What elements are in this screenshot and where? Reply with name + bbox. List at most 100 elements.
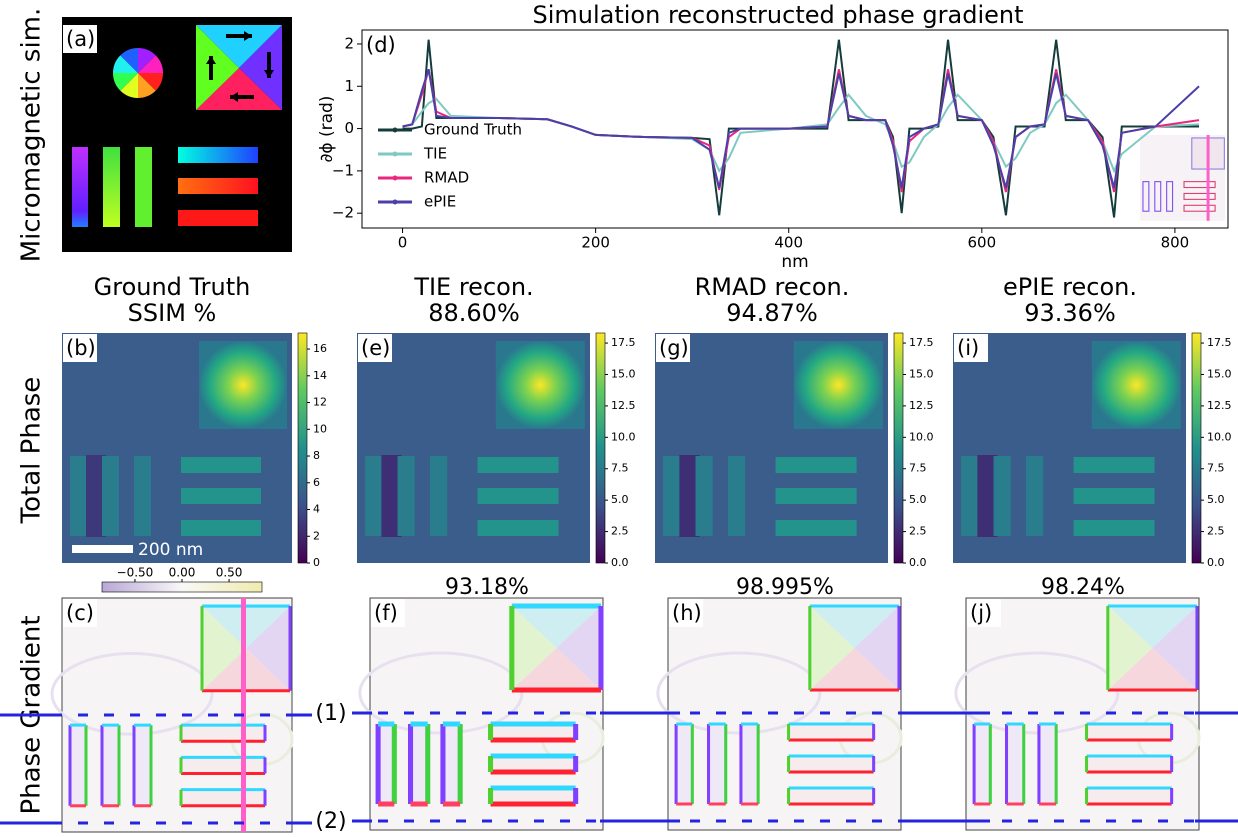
y-tick-label: 1 <box>344 77 354 95</box>
legend-marker <box>393 152 398 157</box>
colorbar-tick-label: 10.0 <box>909 430 934 443</box>
colorbar-tick-label: 2.5 <box>909 525 927 538</box>
chart-title: Simulation reconstructed phase gradient <box>532 1 1023 29</box>
colorbar-tick-label: 8 <box>313 449 320 462</box>
row-label: Micromagnetic sim. <box>17 8 47 263</box>
scale-bar-label: 200 nm <box>138 540 203 560</box>
square-element <box>496 341 585 429</box>
x-tick-label: 600 <box>967 234 996 252</box>
legend-label: ePIE <box>424 193 456 211</box>
bar <box>478 520 559 536</box>
y-tick-label: 2 <box>344 34 354 52</box>
bar <box>961 456 977 536</box>
colorbar-tick-label: 5.0 <box>611 493 629 506</box>
x-tick-label: 400 <box>774 234 803 252</box>
x-tick-label: 200 <box>581 234 610 252</box>
legend-marker <box>393 200 398 205</box>
bar <box>178 178 258 194</box>
colorbar-tick-label: 7.5 <box>1207 462 1225 475</box>
bar <box>676 724 692 804</box>
column-title: ePIE recon. <box>1003 273 1137 301</box>
colorbar <box>298 333 307 563</box>
inset-cut <box>1207 135 1210 221</box>
bar <box>134 456 151 536</box>
bar <box>181 725 265 741</box>
bar <box>398 456 415 536</box>
column-title: Ground Truth <box>94 273 251 301</box>
bar <box>1026 456 1043 536</box>
bar <box>365 456 381 536</box>
phase-image <box>62 333 292 563</box>
cut-line-label: (2) <box>315 809 346 834</box>
phase-image <box>357 333 590 563</box>
bar <box>1087 724 1172 740</box>
colorbar-tick-label: 7.5 <box>611 462 629 475</box>
bar <box>1039 724 1056 804</box>
colorbar-tick-label: 10.0 <box>1207 430 1232 443</box>
body: Micromagnetic sim.Total PhasePhase Gradi… <box>0 0 1238 837</box>
bar <box>709 724 726 804</box>
panel-label: (j) <box>970 601 992 625</box>
bar <box>70 456 86 536</box>
colorbar-tick-label: 16 <box>313 342 327 355</box>
bar <box>181 520 261 536</box>
bar <box>1074 488 1155 504</box>
colorbar-tick-label: 5.0 <box>909 493 927 506</box>
colorbar-tick-label: 0 <box>313 556 320 569</box>
row-label: Total Phase <box>17 377 47 525</box>
bar <box>1074 457 1155 473</box>
colorbar-tick-label: 0.0 <box>611 556 629 569</box>
bar <box>443 724 460 804</box>
bar <box>102 725 119 806</box>
colorbar <box>596 333 605 563</box>
cut-line-label: (1) <box>315 701 346 726</box>
bar <box>776 488 857 504</box>
colorbar-tick-label: 0.50 <box>216 566 243 580</box>
colorbar-tick-label: 0.00 <box>169 566 196 580</box>
panel-label: (g) <box>659 336 689 360</box>
bar <box>102 456 119 536</box>
x-axis-label: nm <box>781 252 808 272</box>
bar <box>181 457 261 473</box>
colorbar-tick-label: 4 <box>313 503 320 516</box>
bar <box>1087 756 1172 772</box>
colorbar-tick-label: 17.5 <box>1207 336 1232 349</box>
colorbar-tick-label: 10.0 <box>611 430 636 443</box>
legend-marker <box>393 128 398 133</box>
colorbar-tick-label: 15.0 <box>909 367 934 380</box>
legend-label: Ground Truth <box>424 121 522 139</box>
legend-label: TIE <box>423 145 447 163</box>
phase-image <box>655 333 888 563</box>
ssim-score: 98.995% <box>736 575 834 600</box>
x-tick-label: 800 <box>1161 234 1190 252</box>
figure: Micromagnetic sim.Total PhasePhase Gradi… <box>0 0 1238 837</box>
colorbar-tick-label: 12.5 <box>1207 399 1232 412</box>
ssim-score: 93.18% <box>445 575 529 600</box>
bar <box>478 488 559 504</box>
bar <box>789 788 874 804</box>
colorbar-tick-label: 6 <box>313 476 320 489</box>
bar <box>430 456 447 536</box>
bar <box>728 456 745 536</box>
bar <box>1007 724 1024 804</box>
bar <box>974 724 990 804</box>
square-element <box>199 341 287 429</box>
panel-label: (f) <box>374 601 398 625</box>
page: Simulation reconstructed phase gradient … <box>0 0 1238 837</box>
colorbar-tick-label: 10 <box>313 422 327 435</box>
colorbar <box>894 333 903 563</box>
panel-label: (e) <box>361 336 390 360</box>
panel-label: (b) <box>66 336 96 360</box>
phase-image <box>953 333 1186 563</box>
colorbar-tick-label: 12.5 <box>611 399 636 412</box>
column-subtitle: 94.87% <box>726 299 818 327</box>
bar <box>789 724 874 740</box>
bar <box>1074 520 1155 536</box>
square-element <box>1092 341 1181 429</box>
bar <box>134 725 151 806</box>
square-element <box>794 341 883 429</box>
legend-label: RMAD <box>424 169 469 187</box>
bar <box>663 456 679 536</box>
colorbar-tick-label: 17.5 <box>611 336 636 349</box>
colorbar-tick-label: 7.5 <box>909 462 927 475</box>
